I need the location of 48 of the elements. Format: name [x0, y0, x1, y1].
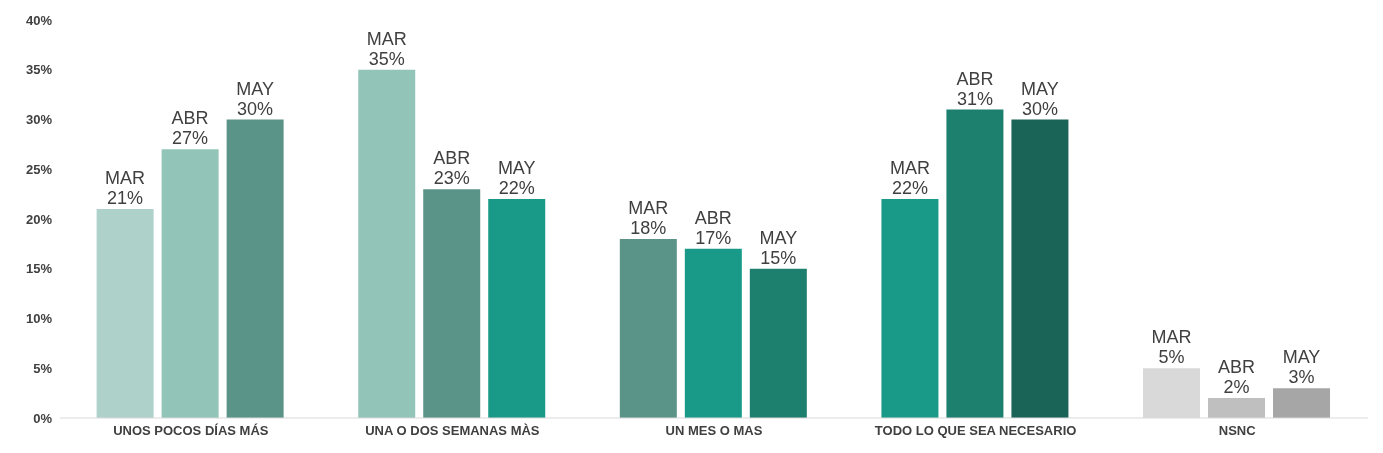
data-label: 30%	[237, 98, 274, 119]
x-tick-label: TODO LO QUE SEA NECESARIO	[874, 423, 1077, 439]
text: MAY	[1282, 347, 1321, 368]
data-label: 5%	[1158, 347, 1185, 368]
data-label: 23%	[433, 168, 470, 189]
bar	[96, 209, 154, 418]
data-label: 27%	[172, 128, 209, 149]
series-label: ABR	[171, 108, 209, 129]
data-label: 3%	[1288, 367, 1315, 388]
data-label: 31%	[956, 88, 993, 109]
y-tick-label: 0%	[33, 410, 53, 426]
x-tick-label: NSNC	[1218, 423, 1257, 439]
y-tick-label: 25%	[25, 161, 53, 177]
y-tick-label: 35%	[25, 62, 53, 78]
y-tick-label: 10%	[25, 311, 53, 327]
data-label: 15%	[760, 247, 797, 268]
text: MAR	[1151, 327, 1192, 348]
text: MAY	[759, 227, 798, 248]
text: ABR	[956, 68, 994, 89]
series-label: MAR	[105, 168, 146, 189]
text: MAY	[497, 158, 536, 179]
series-label: MAY	[236, 78, 274, 99]
text: ABR	[1218, 357, 1256, 378]
data-label: 35%	[368, 48, 405, 69]
data-label: 22%	[891, 178, 928, 199]
data-label: 22%	[498, 178, 535, 199]
bar	[1011, 119, 1069, 418]
text: MAR	[889, 158, 930, 179]
bar	[1273, 388, 1331, 418]
text: ABR	[433, 148, 471, 169]
text: ABR	[694, 207, 732, 228]
y-tick-label: 5%	[33, 360, 53, 376]
data-label: 2%	[1223, 377, 1250, 398]
y-tick-label: 40%	[25, 12, 53, 28]
data-label: 17%	[695, 227, 732, 248]
x-tick-label: UN MES O MAS	[665, 423, 763, 439]
data-label: 18%	[630, 217, 667, 238]
x-tick-label: UNA O DOS SEMANAS MÀS	[365, 423, 540, 439]
y-tick-label: 15%	[25, 261, 53, 277]
bar	[1208, 398, 1266, 418]
y-tick-label: 30%	[25, 112, 53, 128]
text: MAY	[1021, 78, 1059, 99]
text: MAR	[628, 197, 669, 218]
data-label: 21%	[107, 188, 144, 209]
text: MAR	[366, 28, 407, 49]
x-tick-label: UNOS POCOS DÍAS MÁS	[113, 423, 269, 439]
y-tick-label: 20%	[25, 211, 53, 227]
data-label: 30%	[1021, 98, 1058, 119]
